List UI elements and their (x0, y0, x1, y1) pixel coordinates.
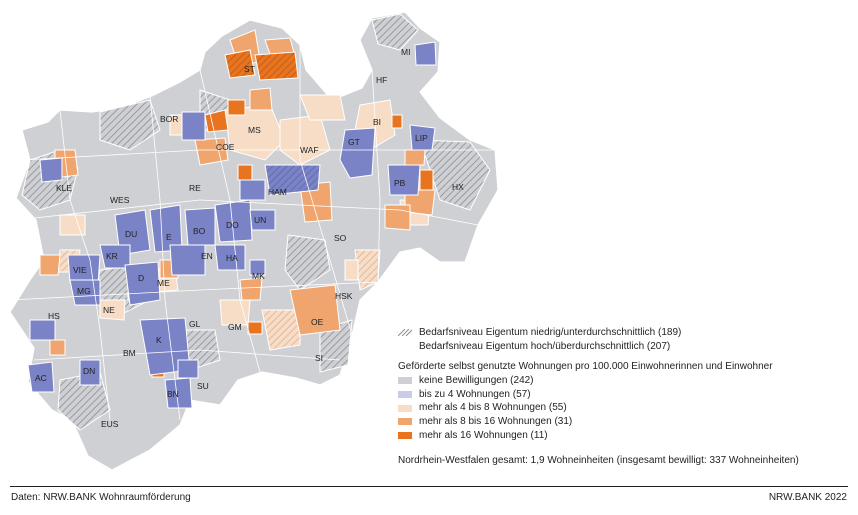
map-label: NE (103, 305, 115, 315)
map-label: VIE (73, 265, 87, 275)
map-label: HAM (268, 187, 287, 197)
map-label: HA (226, 253, 238, 263)
map-label: BN (167, 389, 179, 399)
legend-total-text: Nordrhein-Westfalen gesamt: 1,9 Wohneinh… (398, 454, 799, 466)
map-label: DO (226, 220, 239, 230)
credit-note: NRW.BANK 2022 (768, 492, 847, 503)
legend-heading-text: Geförderte selbst genutzte Wohnungen pro… (398, 361, 773, 373)
map-label: AC (35, 373, 47, 383)
municipal-borders (9, 45, 495, 421)
legend-hatch-low: Bedarfsniveau Eigentum niedrig/unterdurc… (398, 326, 853, 340)
legend-swatch (398, 391, 412, 399)
nrw-municipality-map: ST MI HF BOR BI MS LIP COE WAF GT KLE PB… (9, 11, 499, 471)
legend-swatch (398, 404, 412, 412)
map-label: SU (197, 381, 209, 391)
legend-swatch (398, 432, 412, 440)
map-label: KR (106, 251, 118, 261)
map-label: GM (228, 322, 242, 332)
map-label: BO (193, 226, 206, 236)
map-label: GT (348, 137, 360, 147)
map-label: BOR (160, 114, 178, 124)
legend-item: mehr als 8 bis 16 Wohnungen (31) (398, 415, 853, 429)
legend-item-label: keine Bewilligungen (242) (419, 375, 534, 387)
legend-total: Nordrhein-Westfalen gesamt: 1,9 Wohneinh… (398, 454, 853, 468)
footer-divider (10, 486, 848, 487)
map-label: MK (252, 271, 265, 281)
map-label: MS (248, 125, 261, 135)
legend-item-label: mehr als 4 bis 8 Wohnungen (55) (419, 402, 567, 414)
map-label: KLE (56, 183, 72, 193)
map-label: WAF (300, 145, 319, 155)
map-label: MI (401, 47, 410, 57)
map-label: COE (216, 142, 235, 152)
legend-hatch-low-label: Bedarfsniveau Eigentum niedrig/unterdurc… (419, 327, 682, 338)
map-label: PB (394, 178, 406, 188)
map-label: BI (373, 117, 381, 127)
map-label: SO (334, 233, 347, 243)
district-labels: ST MI HF BOR BI MS LIP COE WAF GT KLE PB… (35, 47, 464, 429)
legend-swatch (398, 418, 412, 426)
regions-up-to-4 (27, 41, 437, 409)
legend-hatch-high-label: Bedarfsniveau Eigentum hoch/überdurchsch… (419, 340, 671, 352)
map-label: GL (189, 319, 201, 329)
legend-item: bis zu 4 Wohnungen (57) (398, 388, 853, 402)
source-note: Daten: NRW.BANK Wohnraumförderung (11, 492, 191, 503)
map-label: BM (123, 348, 136, 358)
map-label: UN (254, 215, 266, 225)
map-label: K (156, 335, 162, 345)
map-label: HX (452, 182, 464, 192)
legend-swatch (398, 377, 412, 385)
map-label: EN (201, 251, 213, 261)
legend-item: keine Bewilligungen (242) (398, 374, 853, 388)
map-label: HS (48, 311, 60, 321)
map-label: DN (83, 366, 95, 376)
legend-item-label: mehr als 8 bis 16 Wohnungen (31) (419, 416, 573, 428)
legend-item: mehr als 16 Wohnungen (11) (398, 429, 853, 443)
map-label: HF (376, 75, 387, 85)
legend-item-label: bis zu 4 Wohnungen (57) (419, 388, 531, 400)
map-label: LIP (415, 133, 428, 143)
map-label: D (138, 273, 144, 283)
map-label: ME (157, 278, 170, 288)
map-label: ST (244, 64, 255, 74)
map-legend: Bedarfsniveau Eigentum niedrig/unterdurc… (398, 326, 853, 467)
legend-hatch-high: Bedarfsniveau Eigentum hoch/überdurchsch… (398, 340, 853, 354)
map-label: SI (315, 353, 323, 363)
legend-item: mehr als 4 bis 8 Wohnungen (55) (398, 401, 853, 415)
map-label: OE (311, 317, 324, 327)
map-label: RE (189, 183, 201, 193)
hatch-swatch-icon (398, 329, 412, 337)
legend-heading: Geförderte selbst genutzte Wohnungen pro… (398, 360, 853, 374)
map-label: DU (125, 229, 137, 239)
map-label: MG (77, 286, 91, 296)
legend-item-label: mehr als 16 Wohnungen (11) (419, 429, 548, 441)
map-label: WES (110, 195, 130, 205)
map-label: EUS (101, 419, 119, 429)
map-label: E (166, 232, 172, 242)
map-label: HSK (335, 291, 353, 301)
